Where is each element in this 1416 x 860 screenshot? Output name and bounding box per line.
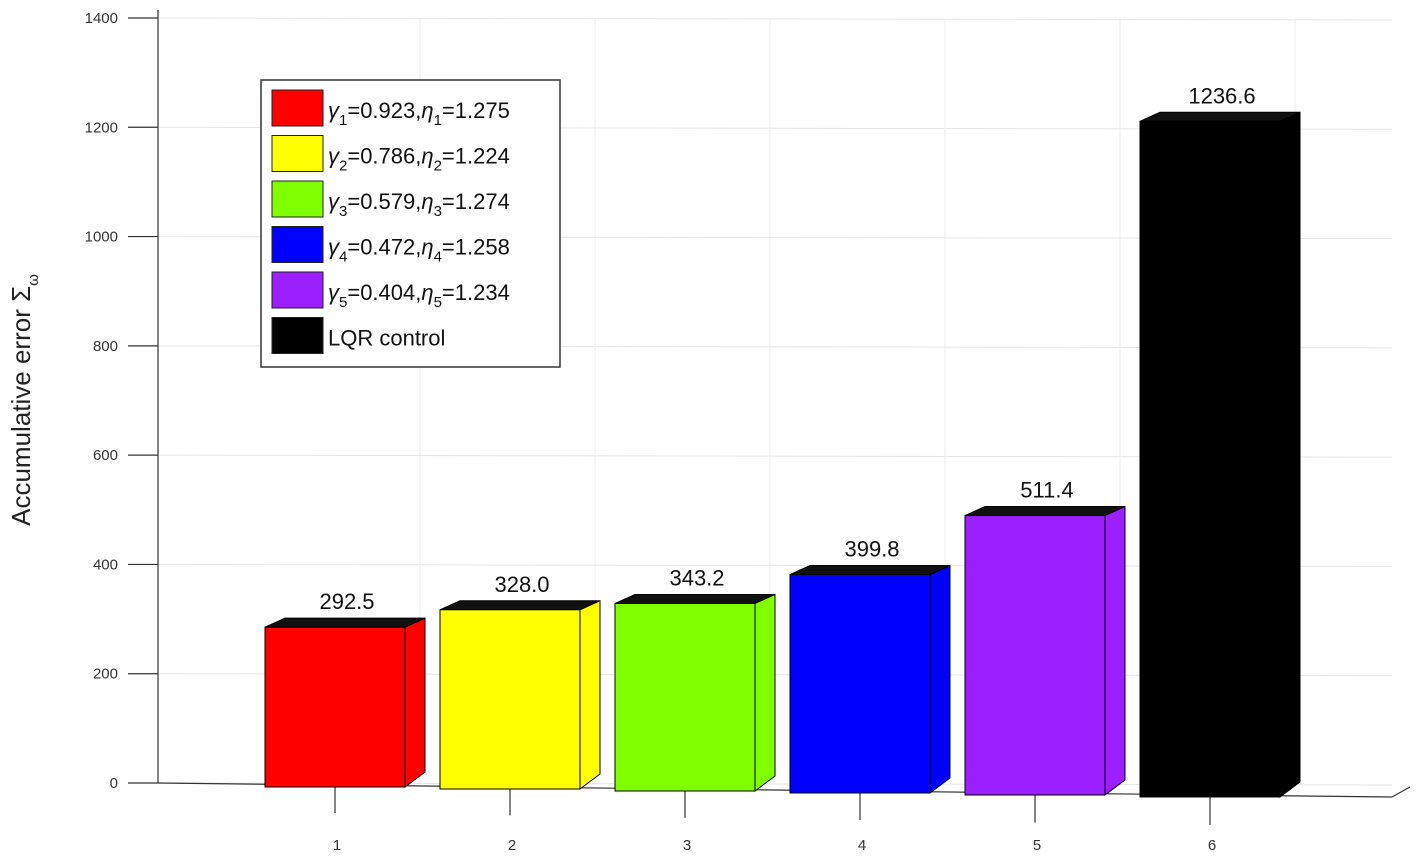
y-tick-label: 400 [93, 556, 118, 573]
y-tick-label: 0 [110, 775, 118, 792]
x-tick-label: 2 [508, 837, 516, 854]
x-axis-edge [1391, 786, 1411, 798]
bar-4: 399.8 [789, 537, 951, 794]
data-label: 328.0 [494, 572, 549, 597]
x-tick-label: 5 [1033, 837, 1041, 854]
legend-entry: γ3=0.579,η3=1.274 [271, 180, 510, 220]
bar-side [579, 599, 601, 790]
legend-swatch [271, 89, 324, 127]
bar-top [789, 565, 951, 576]
legend-label: LQR control [328, 326, 445, 351]
bar-5: 511.4 [964, 478, 1126, 796]
bar-front [964, 515, 1106, 796]
y-axis-label: Accumulative error Σω [6, 274, 42, 526]
bar-side [404, 617, 426, 788]
bar-side [929, 564, 951, 794]
bar-front [614, 602, 756, 792]
legend-swatch [271, 271, 324, 309]
bar-front [1139, 120, 1281, 798]
bar-side [754, 593, 776, 792]
bar-top [264, 617, 426, 628]
x-tick-label: 4 [858, 837, 866, 854]
y-tick-label: 1000 [85, 229, 118, 246]
legend-entry: LQR control [271, 317, 445, 354]
bar-top [1139, 111, 1301, 122]
data-label: 399.8 [844, 537, 899, 562]
legend: γ1=0.923,η1=1.275 γ2=0.786,η2=1.224 γ3=0.5… [260, 79, 561, 368]
y-tick-label: 800 [93, 338, 118, 355]
legend-label: γ1=0.923,η1=1.275 [328, 98, 510, 129]
axes: 0 200 400 600 800 1000 1200 1400 1 2 3 4 5 6 [85, 10, 1411, 854]
bars: 292.5 328.0 343.2 399.8 511.4 1236.6 [264, 83, 1301, 798]
data-label: 343.2 [669, 565, 724, 590]
data-label: 1236.6 [1188, 83, 1255, 108]
x-tick-label: 1 [333, 837, 341, 854]
x-tick-label: 3 [683, 837, 691, 854]
bar-3: 343.2 [614, 565, 776, 792]
bar-6: 1236.6 [1139, 83, 1301, 798]
gridline-y [157, 17, 1393, 21]
legend-label: γ4=0.472,η4=1.258 [328, 235, 510, 266]
legend-swatch [271, 180, 324, 218]
legend-entry: γ1=0.923,η1=1.275 [271, 89, 510, 129]
x-tick-label: 6 [1208, 837, 1216, 854]
bar-2: 328.0 [439, 572, 601, 790]
bar-front [264, 626, 406, 788]
legend-label: γ3=0.579,η3=1.274 [328, 189, 510, 220]
legend-label: γ5=0.404,η5=1.234 [328, 280, 510, 311]
bar-front [439, 609, 581, 790]
data-label: 292.5 [319, 589, 374, 614]
y-tick-label: 600 [93, 447, 118, 464]
bar-top [439, 600, 601, 611]
legend-entry: γ5=0.404,η5=1.234 [271, 271, 510, 311]
y-tick-label: 1200 [85, 119, 118, 136]
y-tick-label: 200 [93, 666, 118, 683]
bar-top [964, 506, 1126, 517]
data-label: 511.4 [1020, 478, 1073, 503]
y-tick-label: 1400 [85, 10, 118, 27]
legend-entry: γ2=0.786,η2=1.224 [271, 135, 510, 175]
legend-swatch [271, 226, 324, 263]
bar-front [789, 574, 931, 794]
legend-entry: γ4=0.472,η4=1.258 [271, 226, 510, 266]
legend-label: γ2=0.786,η2=1.224 [328, 144, 510, 175]
bar-top [614, 593, 776, 604]
legend-swatch [271, 135, 324, 172]
bar-1: 292.5 [264, 589, 426, 788]
legend-swatch [271, 317, 324, 354]
bar-side [1279, 111, 1301, 798]
bar-side [1104, 505, 1126, 796]
